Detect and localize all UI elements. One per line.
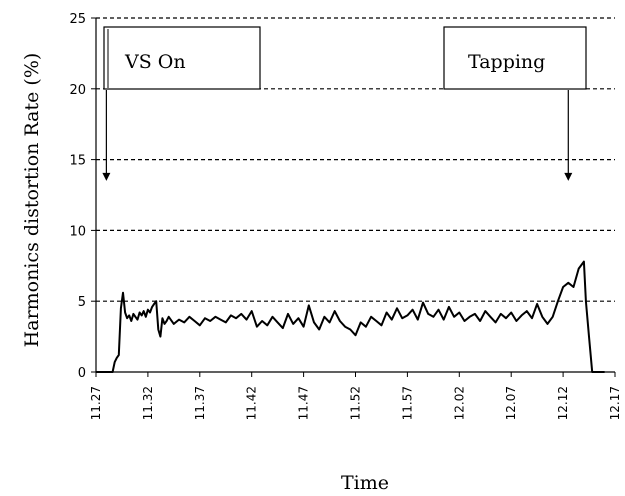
x-tick-label-10: 12.17 (608, 386, 622, 420)
x-tick-labels: 11.27 11.32 11.37 11.42 11.47 11.52 11.57 12.02… (89, 386, 622, 420)
x-tick-label-2: 11.37 (193, 386, 207, 420)
x-tick-label-1: 11.32 (141, 386, 155, 420)
y-axis-label: Harmonics distortion Rate (%) (21, 53, 43, 348)
series-line-0 (96, 260, 605, 373)
annotation-tapping: Tapping (468, 51, 545, 73)
annotation-layer: VS On Tapping (102, 26, 587, 181)
y-tick-label-2: 10 (69, 224, 86, 239)
y-tick-label-0: 0 (78, 366, 86, 381)
y-tick-label-3: 15 (69, 154, 86, 169)
axis-layer (91, 17, 616, 377)
x-tick-label-7: 12.02 (452, 386, 466, 420)
annotation-arrow-head-1 (564, 172, 573, 181)
y-tick-label-4: 20 (69, 83, 86, 98)
x-tick-label-0: 11.27 (89, 386, 103, 420)
series-layer (96, 260, 605, 373)
x-axis-label: Time (341, 472, 389, 494)
annotation-box-tapping (443, 26, 587, 90)
x-tick-label-3: 11.42 (245, 386, 259, 420)
y-tick-labels: 0 5 10 15 20 25 (69, 12, 86, 381)
y-tick-label-1: 5 (78, 295, 86, 310)
x-tick-label-8: 12.07 (504, 386, 518, 420)
y-tick-label-5: 25 (69, 12, 86, 27)
x-tick-label-6: 11.57 (400, 386, 414, 420)
x-tick-label-5: 11.52 (349, 386, 363, 420)
x-tick-label-4: 11.47 (297, 386, 311, 420)
annotation-vs-on: VS On (124, 51, 186, 73)
x-tick-label-9: 12.12 (556, 386, 570, 420)
annotation-arrow-head-0 (102, 172, 111, 181)
annotation-box-vs-on (103, 26, 261, 90)
